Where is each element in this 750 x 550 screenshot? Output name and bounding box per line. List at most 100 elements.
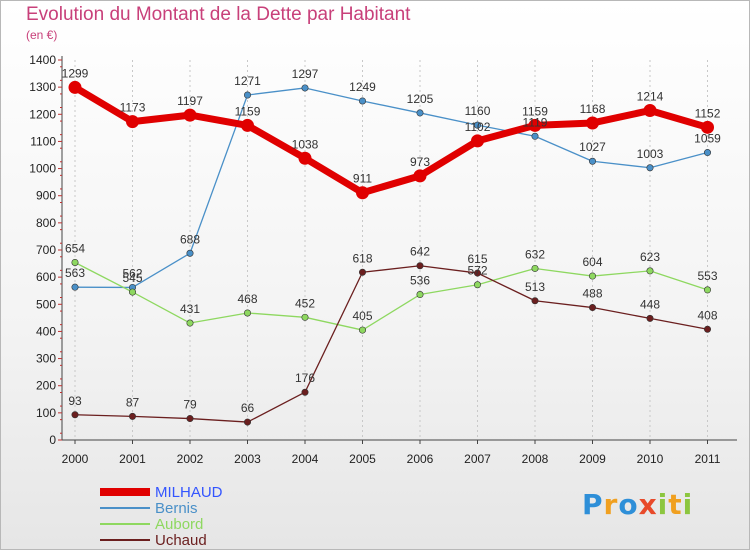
point-uchaud xyxy=(301,388,309,396)
point-uchaud xyxy=(473,269,481,277)
data-label-aubord: 431 xyxy=(180,302,200,316)
point-milhaud xyxy=(413,169,427,183)
data-label-milhaud: 1197 xyxy=(177,94,203,108)
y-tick-label: 1100 xyxy=(30,134,56,148)
data-label-uchaud: 87 xyxy=(126,395,140,409)
data-label-uchaud: 618 xyxy=(352,251,372,265)
y-tick-label: 800 xyxy=(36,216,56,230)
data-labels: 1299 1173 1197 1159 1038 911 973 1102 1159 1168 12… xyxy=(62,66,722,415)
x-tick-label: 2010 xyxy=(637,452,664,466)
point-bernis xyxy=(588,157,596,165)
point-milhaud xyxy=(586,116,599,130)
data-label-uchaud: 66 xyxy=(241,401,255,415)
data-label-milhaud: 1102 xyxy=(465,120,491,134)
data-label-uchaud: 448 xyxy=(640,297,660,311)
logo-letter: t xyxy=(668,488,683,521)
chart-title: Evolution du Montant de la Dette par Hab… xyxy=(26,4,411,25)
data-label-uchaud: 93 xyxy=(68,394,82,408)
point-uchaud xyxy=(416,262,424,270)
point-milhaud xyxy=(183,108,197,122)
x-tick-label: 2005 xyxy=(349,452,376,466)
data-label-bernis: 562 xyxy=(122,266,142,280)
legend-label-uchaud: Uchaud xyxy=(155,532,207,549)
series-line-bernis xyxy=(74,87,708,289)
point-aubord xyxy=(301,313,309,321)
x-tick-label: 2003 xyxy=(234,452,261,466)
data-label-aubord: 654 xyxy=(65,241,85,255)
logo-letter: r xyxy=(603,488,619,521)
point-bernis xyxy=(646,164,654,172)
logo-letter: i xyxy=(657,488,669,521)
data-label-aubord: 572 xyxy=(467,264,487,278)
point-uchaud xyxy=(186,415,194,423)
point-milhaud xyxy=(643,103,657,117)
point-bernis xyxy=(186,249,194,257)
data-label-bernis: 563 xyxy=(65,266,85,280)
data-label-aubord: 536 xyxy=(410,274,430,288)
data-label-milhaud: 1152 xyxy=(695,106,721,120)
point-bernis xyxy=(244,91,252,99)
point-aubord xyxy=(588,272,596,280)
data-label-milhaud: 1299 xyxy=(62,66,89,80)
data-label-aubord: 632 xyxy=(525,247,545,261)
legend-label-milhaud: MILHAUD xyxy=(155,484,223,501)
point-bernis xyxy=(71,283,79,291)
y-tick-label: 100 xyxy=(36,406,56,420)
logo-letter: o xyxy=(618,488,639,521)
data-label-milhaud: 1159 xyxy=(522,104,548,118)
data-label-bernis: 1059 xyxy=(694,132,721,146)
point-bernis xyxy=(358,97,366,105)
y-tick-label: 600 xyxy=(36,270,56,284)
point-aubord xyxy=(531,264,539,272)
point-milhaud xyxy=(528,118,542,132)
point-uchaud xyxy=(244,418,252,426)
point-aubord xyxy=(473,281,481,289)
axes: 0 100 200 300 400 500 600 700 800 900 1000 1100 1200… xyxy=(29,53,737,466)
data-label-aubord: 452 xyxy=(295,296,315,310)
data-label-uchaud: 176 xyxy=(295,371,315,385)
data-label-milhaud: 1038 xyxy=(292,137,319,151)
y-tick-label: 1300 xyxy=(29,80,56,94)
point-bernis xyxy=(301,84,309,92)
y-tick-label: 700 xyxy=(36,243,56,257)
x-tick-label: 2009 xyxy=(579,452,606,466)
point-uchaud xyxy=(646,314,654,322)
point-aubord xyxy=(186,319,194,327)
data-label-bernis: 1271 xyxy=(234,74,261,88)
x-tick-label: 2011 xyxy=(695,452,721,466)
x-tick-label: 2002 xyxy=(177,452,204,466)
x-tick-label: 2006 xyxy=(407,452,434,466)
point-aubord xyxy=(416,291,424,299)
data-label-bernis: 1205 xyxy=(407,92,434,106)
point-uchaud xyxy=(588,304,596,312)
data-label-uchaud: 513 xyxy=(525,280,545,294)
y-tick-label: 300 xyxy=(36,352,56,366)
data-label-milhaud: 973 xyxy=(410,155,430,169)
point-milhaud xyxy=(356,186,369,200)
data-label-milhaud: 1168 xyxy=(580,102,606,116)
point-aubord xyxy=(703,286,711,294)
data-label-uchaud: 488 xyxy=(582,287,602,301)
point-bernis xyxy=(531,132,539,140)
series-layer xyxy=(68,80,714,426)
point-milhaud xyxy=(471,134,484,148)
point-aubord xyxy=(244,309,252,317)
point-milhaud xyxy=(68,80,82,94)
logo-letter: P xyxy=(582,488,604,521)
y-tick-label: 1400 xyxy=(29,53,56,67)
data-label-uchaud: 79 xyxy=(183,398,197,412)
chart-subtitle: (en €) xyxy=(26,28,58,42)
series-line-uchaud xyxy=(74,265,708,423)
data-label-uchaud: 615 xyxy=(467,252,487,266)
proxiti-logo: Proxiti xyxy=(582,488,693,521)
x-tick-label: 2001 xyxy=(119,452,146,466)
point-uchaud xyxy=(358,268,366,276)
point-bernis xyxy=(473,121,481,129)
legend-label-aubord: Aubord xyxy=(155,516,203,533)
point-aubord xyxy=(358,326,366,334)
data-label-bernis: 1027 xyxy=(579,140,606,154)
data-label-aubord: 545 xyxy=(122,271,142,285)
data-label-uchaud: 408 xyxy=(697,308,717,322)
